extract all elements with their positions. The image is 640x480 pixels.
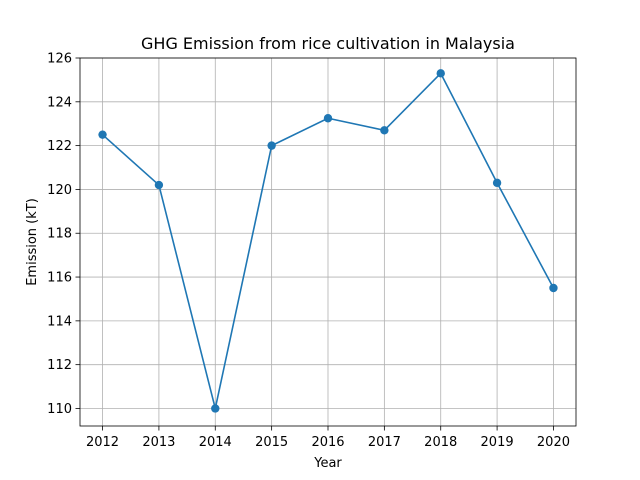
- data-point: [267, 141, 276, 150]
- x-tick-label: 2012: [86, 435, 119, 450]
- x-axis-label: Year: [313, 456, 342, 471]
- data-point: [211, 404, 220, 413]
- y-tick-label: 114: [47, 314, 72, 329]
- plot-frame: [79, 57, 577, 427]
- data-point: [549, 283, 558, 293]
- y-tick-label: 116: [47, 271, 72, 286]
- grid: [80, 57, 576, 426]
- x-tick-label: 2019: [481, 435, 514, 450]
- x-tick-label: 2017: [368, 435, 401, 450]
- chart-title: GHG Emission from rice cultivation in Ma…: [141, 34, 515, 53]
- series: [98, 69, 558, 413]
- y-tick-label: 122: [47, 139, 72, 154]
- y-tick-label: 124: [47, 95, 72, 110]
- x-tick-label: 2013: [142, 435, 175, 450]
- x-tick-label: 2014: [199, 435, 232, 450]
- x-tick-label: 2015: [255, 435, 288, 450]
- y-tick-label: 118: [47, 227, 72, 242]
- y-axis-label: Emission (kT): [25, 198, 40, 286]
- y-tick-label: 120: [47, 183, 72, 198]
- x-tick-label: 2016: [311, 435, 344, 450]
- data-point: [380, 126, 389, 135]
- data-point: [323, 114, 333, 123]
- data-point: [436, 69, 445, 78]
- y-tick-label: 110: [47, 402, 72, 417]
- x-tick-label: 2018: [424, 435, 457, 450]
- data-point: [492, 178, 502, 188]
- data-point: [98, 130, 107, 139]
- y-tick-label: 112: [47, 358, 72, 373]
- y-tick-label: 126: [47, 52, 72, 67]
- x-tick-label: 2020: [537, 435, 570, 450]
- axis-ticks: 2012 2013 2014 2015 2016 2017 2018 2019 2020 110 1…: [47, 52, 570, 451]
- data-point: [154, 180, 164, 190]
